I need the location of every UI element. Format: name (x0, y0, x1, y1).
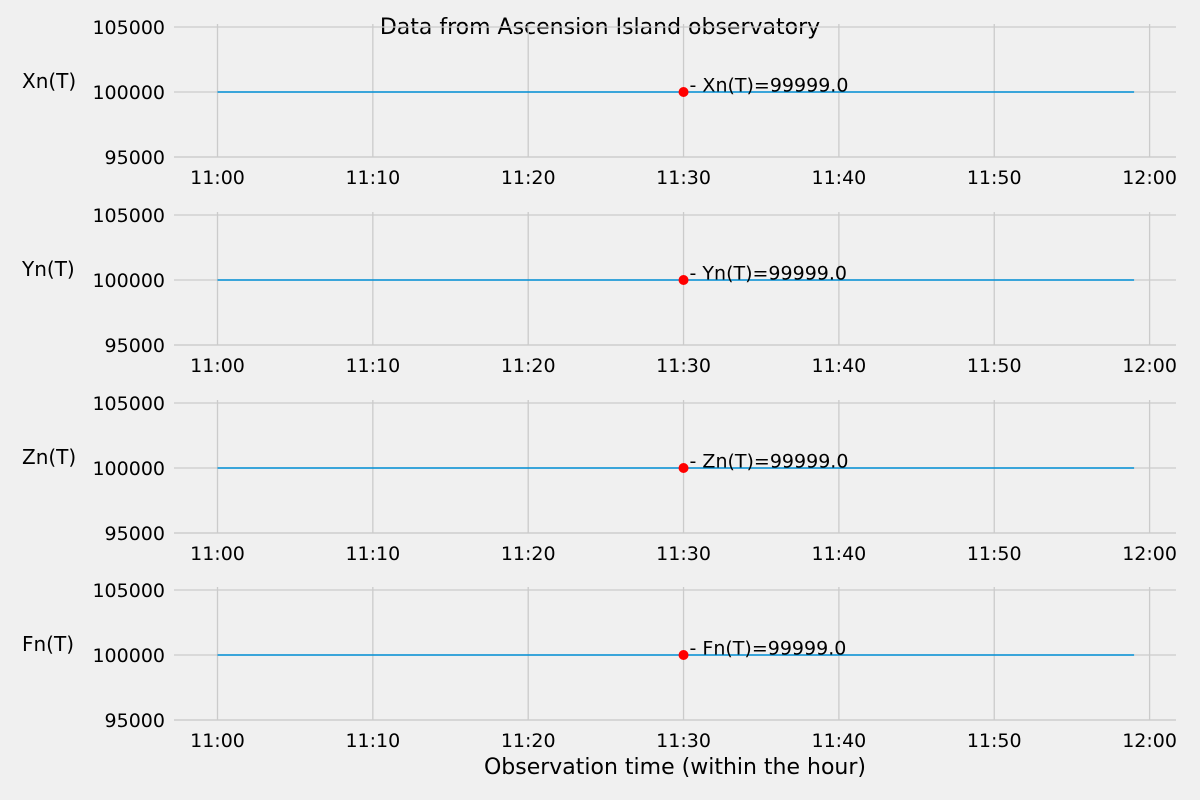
y-tick-label: 100000 (92, 270, 165, 292)
chart-panels: 95000 100000 105000 11:00 11:10 11:20 11:30 11:… (21, 17, 1177, 752)
x-tick-label: 12:00 (1122, 730, 1177, 752)
y-tick-label: 95000 (105, 147, 165, 169)
x-tick-label: 11:00 (190, 167, 245, 189)
y-axis-label: Zn(T) (22, 445, 76, 469)
x-tick-label: 11:30 (656, 543, 711, 565)
x-tick-label: 11:40 (812, 543, 867, 565)
x-tick-label: 11:00 (190, 355, 245, 377)
y-axis-label: Fn(T) (22, 632, 74, 656)
x-tick-label: 11:10 (345, 730, 400, 752)
y-axis-label: Xn(T) (22, 69, 76, 93)
x-tick-label: 12:00 (1122, 543, 1177, 565)
data-point-annotation: - Fn(T)=99999.0 (690, 638, 847, 660)
x-tick-label: 12:00 (1122, 355, 1177, 377)
data-point-annotation: - Xn(T)=99999.0 (690, 75, 849, 97)
y-tick-label: 95000 (105, 523, 165, 545)
x-tick-label: 11:30 (656, 355, 711, 377)
x-tick-label: 11:40 (812, 730, 867, 752)
x-tick-label: 11:20 (501, 167, 556, 189)
y-tick-label: 100000 (92, 458, 165, 480)
x-tick-label: 11:20 (501, 730, 556, 752)
x-tick-label: 11:00 (190, 543, 245, 565)
panel-4: 95000 100000 105000 11:00 11:10 11:20 11:30 11:… (22, 580, 1177, 752)
x-tick-label: 11:10 (345, 355, 400, 377)
y-tick-label: 100000 (92, 645, 165, 667)
x-tick-label: 11:20 (501, 355, 556, 377)
x-tick-label: 11:10 (345, 167, 400, 189)
x-tick-label: 12:00 (1122, 167, 1177, 189)
x-tick-label: 11:00 (190, 730, 245, 752)
data-point-marker (678, 87, 689, 98)
x-tick-label: 11:40 (812, 355, 867, 377)
x-tick-label: 11:50 (967, 167, 1022, 189)
y-tick-label: 105000 (92, 580, 165, 602)
y-tick-label: 100000 (92, 82, 165, 104)
panel-3: 95000 100000 105000 11:00 11:10 11:20 11:30 11:… (22, 393, 1177, 565)
data-point-marker (678, 275, 689, 286)
x-tick-label: 11:50 (967, 730, 1022, 752)
panel-2: 95000 100000 105000 11:00 11:10 11:20 11:30 11:… (21, 205, 1177, 377)
data-point-annotation: - Yn(T)=99999.0 (690, 263, 847, 285)
y-tick-label: 105000 (92, 205, 165, 227)
y-tick-label: 95000 (105, 710, 165, 732)
data-point-marker (678, 650, 689, 661)
x-tick-label: 11:30 (656, 167, 711, 189)
x-tick-label: 11:50 (967, 355, 1022, 377)
x-tick-label: 11:30 (656, 730, 711, 752)
data-point-marker (678, 463, 689, 474)
x-tick-label: 11:50 (967, 543, 1022, 565)
data-point-annotation: - Zn(T)=99999.0 (690, 451, 849, 473)
x-tick-label: 11:10 (345, 543, 400, 565)
x-axis-label: Observation time (within the hour) (484, 755, 866, 780)
y-axis-label: Yn(T) (21, 257, 75, 281)
y-tick-label: 105000 (92, 393, 165, 415)
x-tick-label: 11:20 (501, 543, 556, 565)
y-tick-label: 105000 (92, 17, 165, 39)
y-tick-label: 95000 (105, 335, 165, 357)
panel-1: 95000 100000 105000 11:00 11:10 11:20 11:30 11:… (22, 17, 1177, 189)
x-tick-label: 11:40 (812, 167, 867, 189)
